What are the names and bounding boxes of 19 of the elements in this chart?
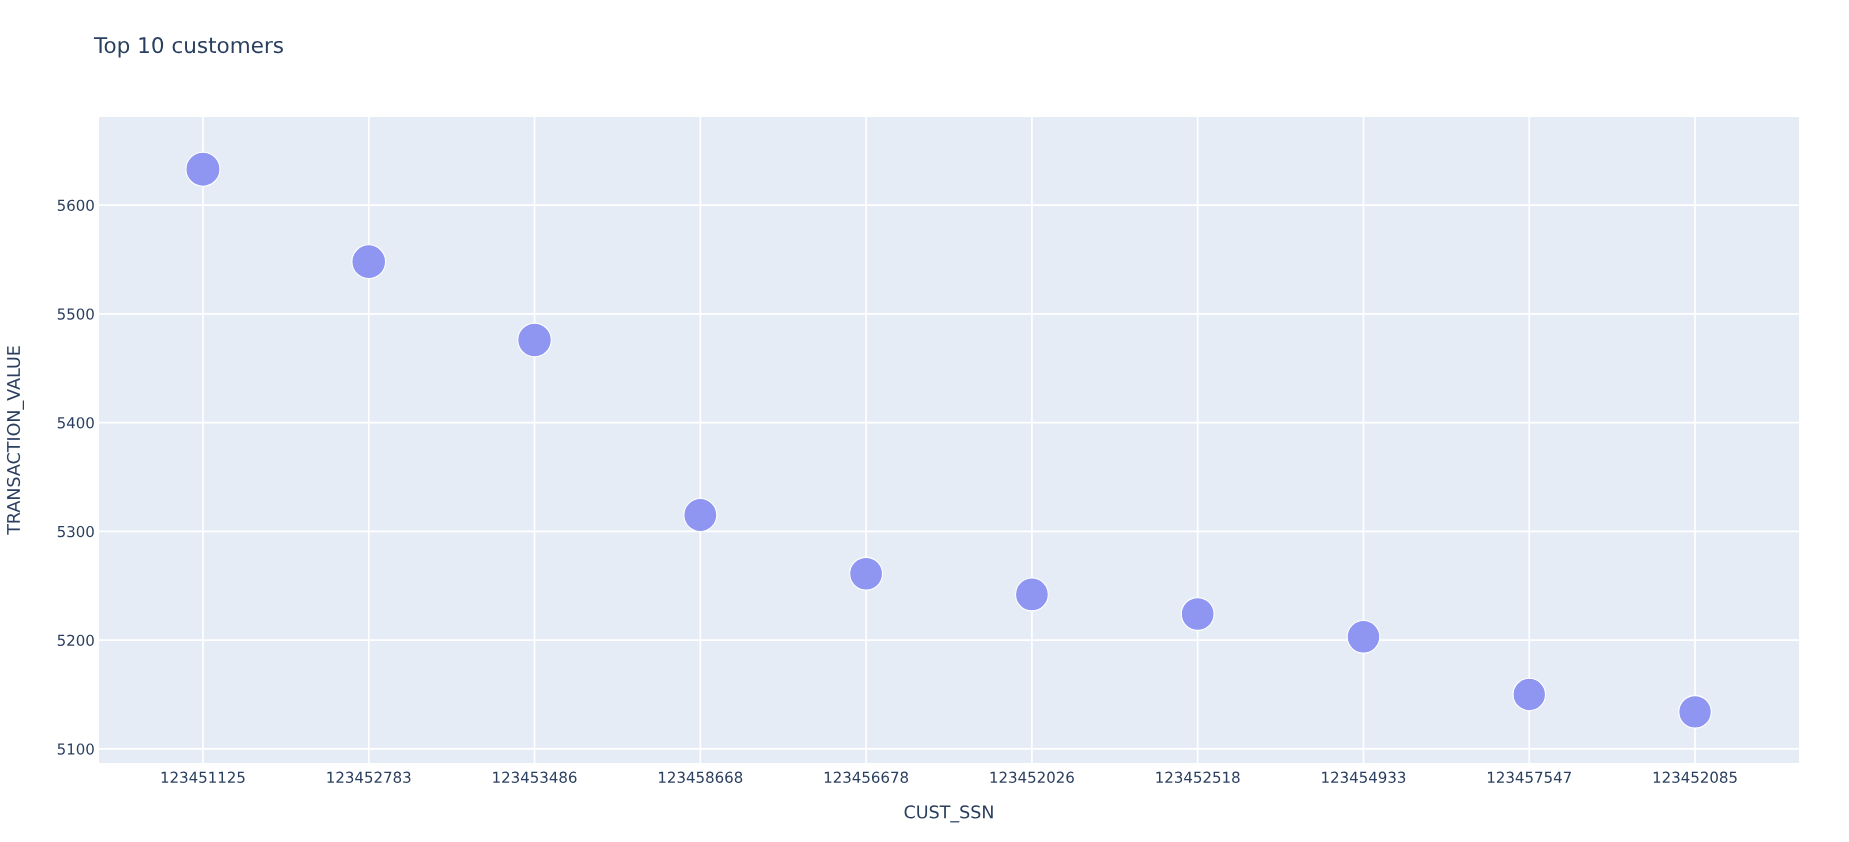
x-tick-label: 123454933 xyxy=(1322,771,1406,783)
x-tick-label: 123452026 xyxy=(990,771,1074,783)
x-tick-label: 123451125 xyxy=(161,771,245,783)
y-tick-label: 5100 xyxy=(57,743,94,755)
y-tick-label: 5200 xyxy=(57,634,94,647)
x-tick-label: 123456678 xyxy=(824,771,909,783)
y-tick-label: 5300 xyxy=(57,525,94,538)
x-tick-label: 123452085 xyxy=(1653,771,1737,783)
x-tick-label: 123458668 xyxy=(659,771,743,783)
y-tick-label: 5400 xyxy=(57,417,94,429)
y-axis-title: TRANSACTION_VALUE xyxy=(6,346,24,535)
x-tick-label: 123457547 xyxy=(1487,771,1571,783)
y-tick-label: 5500 xyxy=(57,308,94,320)
x-tick-label: 123452783 xyxy=(327,771,411,783)
x-tick-label: 123453486 xyxy=(493,771,577,783)
chart-title: Top 10 customers xyxy=(93,36,283,58)
x-tick-label: 123452518 xyxy=(1156,771,1240,783)
y-tick-label: 5600 xyxy=(57,199,94,211)
x-axis-title: CUST_SSN xyxy=(904,805,993,823)
